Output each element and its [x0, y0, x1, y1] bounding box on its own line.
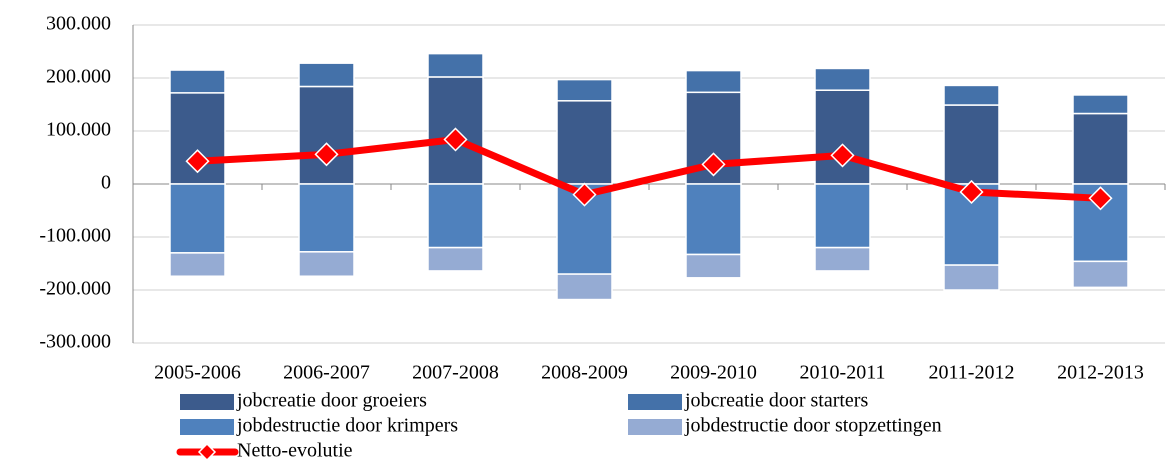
bar — [556, 78, 613, 102]
bar — [943, 84, 1000, 106]
y-tick-label: -300.000 — [39, 331, 111, 353]
y-tick-label: 300.000 — [46, 13, 111, 35]
legend-label: jobdestructie door krimpers — [236, 415, 458, 437]
legend-swatch — [180, 394, 234, 410]
bar — [685, 253, 742, 279]
bar — [943, 264, 1000, 291]
y-tick-label: -100.000 — [39, 225, 111, 247]
bar — [814, 67, 871, 91]
x-tick-label: 2008-2009 — [541, 362, 628, 384]
bar — [427, 246, 484, 272]
legend-label: Netto-evolutie — [237, 440, 353, 462]
bar — [427, 52, 484, 78]
bar — [1072, 94, 1129, 115]
line-marker — [443, 127, 468, 152]
legend-swatch — [180, 419, 234, 435]
y-tick-label: 0 — [101, 172, 111, 194]
x-tick-label: 2010-2011 — [800, 362, 886, 384]
bar — [556, 273, 613, 301]
legend-label: jobcreatie door starters — [684, 390, 868, 412]
bar — [814, 89, 871, 185]
line-marker — [314, 142, 339, 167]
bar — [685, 69, 742, 94]
bar — [169, 183, 226, 254]
bar — [169, 69, 226, 94]
line-marker — [830, 143, 855, 168]
bar — [814, 183, 871, 249]
bar — [814, 246, 871, 272]
bar — [169, 252, 226, 277]
legend-swatch — [628, 419, 682, 435]
line-marker — [701, 152, 726, 177]
legend-label: jobdestructie door stopzettingen — [684, 415, 942, 437]
bar — [556, 100, 613, 185]
bar — [943, 104, 1000, 185]
legend-swatch — [628, 394, 682, 410]
bar — [298, 85, 355, 185]
bar — [1072, 112, 1129, 185]
line-marker — [1088, 186, 1113, 211]
line — [197, 135, 1101, 202]
line-marker — [959, 179, 984, 205]
x-tick-label: 2007-2008 — [412, 362, 499, 384]
x-tick-label: 2011-2012 — [929, 362, 1015, 384]
line-marker — [572, 182, 597, 207]
y-tick-label: 200.000 — [46, 66, 111, 88]
legend-marker — [197, 442, 217, 462]
x-tick-label: 2012-2013 — [1057, 362, 1144, 384]
legend-label: jobcreatie door groeiers — [236, 390, 427, 412]
bar — [298, 183, 355, 253]
x-tick-label: 2005-2006 — [154, 362, 241, 384]
bar — [298, 62, 355, 88]
y-tick-label: -200.000 — [39, 278, 111, 300]
y-tick-label: 100.000 — [46, 119, 111, 141]
bar — [298, 251, 355, 277]
x-tick-label: 2006-2007 — [283, 362, 370, 384]
bar — [1072, 260, 1129, 289]
bar — [427, 183, 484, 249]
bar — [685, 183, 742, 256]
x-tick-label: 2009-2010 — [670, 362, 757, 384]
line-marker — [185, 149, 210, 174]
